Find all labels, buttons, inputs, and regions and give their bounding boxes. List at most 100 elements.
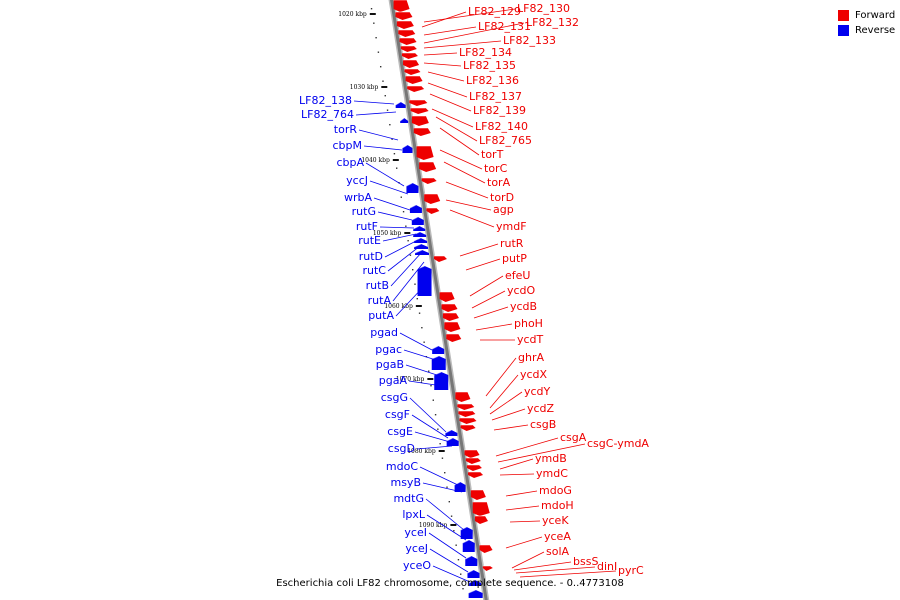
forward-gene-ycdZ[interactable]: ycdZ <box>491 402 555 421</box>
reverse-gene-mdtG[interactable]: mdtG <box>393 492 465 531</box>
reverse-gene-yceJ[interactable]: yceJ <box>405 542 469 573</box>
reverse-gene-pgaA[interactable]: pgaA <box>379 374 443 387</box>
reverse-gene-rutE[interactable]: rutE <box>358 233 417 247</box>
forward-gene-LF82_134[interactable]: LF82_134 <box>423 46 512 59</box>
gene-body <box>464 450 480 458</box>
label-leader <box>509 520 541 523</box>
reverse-gene-pgac[interactable]: pgac <box>375 343 437 361</box>
forward-gene-csgA[interactable]: csgA <box>495 431 587 457</box>
forward-gene-dinI[interactable]: dinI <box>515 560 617 574</box>
reverse-gene-arrow <box>409 204 422 213</box>
forward-gene-pyrC[interactable]: pyrC <box>519 564 644 578</box>
label-leader <box>429 93 472 112</box>
forward-gene-arrow <box>458 410 476 417</box>
gene-label: ycdY <box>524 385 551 398</box>
reverse-gene-arrow <box>411 216 424 225</box>
gene-highlight <box>399 117 405 122</box>
forward-gene-bssS[interactable]: bssS <box>513 555 598 571</box>
forward-gene-rutR[interactable]: rutR <box>459 237 524 257</box>
gene-highlight <box>462 539 469 544</box>
reverse-gene-msyB[interactable]: msyB <box>390 476 463 493</box>
forward-gene-yceK[interactable]: yceK <box>509 514 569 527</box>
forward-gene-LF82_135[interactable]: LF82_135 <box>423 59 516 72</box>
forward-gene-LF82_137[interactable]: LF82_137 <box>427 82 522 103</box>
forward-gene-torT[interactable]: torT <box>439 127 504 161</box>
forward-gene-LF82_140[interactable]: LF82_140 <box>431 108 528 133</box>
label-leader <box>423 8 516 23</box>
reverse-gene-torR[interactable]: torR <box>334 123 399 141</box>
reverse-gene-LF82_764[interactable]: LF82_764 <box>301 108 397 121</box>
reverse-gene-csgD[interactable]: csgD <box>388 442 453 455</box>
reverse-gene-rutD[interactable]: rutD <box>359 239 419 263</box>
reverse-gene-rutC[interactable]: rutC <box>363 245 421 277</box>
reverse-gene-putA[interactable]: putA <box>368 283 427 322</box>
reverse-gene-mdoC[interactable]: mdoC <box>386 460 461 487</box>
gene-body <box>409 100 428 106</box>
gene-label: yceO <box>403 559 431 572</box>
gene-label: torC <box>484 162 508 175</box>
forward-gene-csgB[interactable]: csgB <box>493 418 556 431</box>
forward-gene-LF82_139[interactable]: LF82_139 <box>429 93 526 117</box>
reverse-gene-rutA[interactable]: rutA <box>368 261 425 307</box>
reverse-gene-LF82_138[interactable]: LF82_138 <box>299 94 395 107</box>
forward-gene-LF82_765[interactable]: LF82_765 <box>435 116 532 147</box>
forward-gene-ycdY[interactable]: ycdY <box>489 385 551 415</box>
gene-label: msyB <box>390 476 421 489</box>
gene-label: pgad <box>370 326 398 339</box>
forward-gene-torD[interactable]: torD <box>445 181 514 204</box>
forward-gene-phoH[interactable]: phoH <box>475 317 543 331</box>
reverse-gene-csgG[interactable]: csgG <box>381 391 447 433</box>
forward-gene-ycdX[interactable]: ycdX <box>489 368 548 409</box>
reverse-gene-cbpA[interactable]: cbpA <box>336 156 405 187</box>
gene-body <box>405 76 423 84</box>
forward-gene-LF82_133[interactable]: LF82_133 <box>423 34 556 49</box>
forward-gene-ghrA[interactable]: ghrA <box>485 351 544 397</box>
reverse-gene-csgF[interactable]: csgF <box>385 408 449 439</box>
chromosome-backbone <box>390 0 488 600</box>
forward-gene-ymdF[interactable]: ymdF <box>449 209 527 233</box>
reverse-gene-rutF[interactable]: rutF <box>356 220 415 233</box>
forward-gene-LF82_130[interactable]: LF82_130 <box>423 2 570 23</box>
reverse-gene-yccJ[interactable]: yccJ <box>346 174 409 195</box>
gene-label: csgF <box>385 408 410 421</box>
forward-gene-LF82_131[interactable]: LF82_131 <box>423 20 531 36</box>
forward-gene-ycdO[interactable]: ycdO <box>471 284 536 309</box>
reverse-gene-pgaB[interactable]: pgaB <box>376 358 441 377</box>
forward-gene-ymdB[interactable]: ymdB <box>499 452 567 470</box>
reverse-gene-rutB[interactable]: rutB <box>366 251 423 292</box>
forward-gene-yceA[interactable]: yceA <box>505 530 571 549</box>
forward-gene-mdoH[interactable]: mdoH <box>505 499 574 512</box>
forward-gene-efeU[interactable]: efeU <box>469 269 530 297</box>
forward-gene-csgC-ymdA[interactable]: csgC-ymdA <box>497 437 649 463</box>
reverse-gene-pgad[interactable]: pgad <box>370 326 433 351</box>
forward-gene-ycdT[interactable]: ycdT <box>480 333 544 346</box>
reverse-gene-csgE[interactable]: csgE <box>387 425 451 443</box>
forward-gene-putP[interactable]: putP <box>465 252 527 271</box>
reverse-gene-rutG[interactable]: rutG <box>352 205 413 221</box>
gene-label: LF82_137 <box>469 90 522 103</box>
forward-gene-mdoG[interactable]: mdoG <box>505 484 572 497</box>
forward-gene-agp[interactable]: agp <box>445 199 514 216</box>
forward-gene-torA[interactable]: torA <box>443 161 511 189</box>
forward-gene-ycdB[interactable]: ycdB <box>473 300 537 319</box>
reverse-gene-lpxL[interactable]: lpxL <box>402 508 467 541</box>
gene-body <box>401 53 418 59</box>
forward-gene-solA[interactable]: solA <box>511 545 570 569</box>
gene-body <box>457 404 475 410</box>
gene-body <box>409 205 422 213</box>
forward-gene-LF82_132[interactable]: LF82_132 <box>423 16 579 44</box>
reverse-gene-yceI[interactable]: yceI <box>404 526 467 559</box>
reverse-gene-yceO[interactable]: yceO <box>403 559 471 583</box>
forward-gene-LF82_136[interactable]: LF82_136 <box>427 71 519 87</box>
gene-label: ycdT <box>517 333 544 346</box>
label-leader <box>379 226 415 229</box>
forward-gene-ymdC[interactable]: ymdC <box>499 467 568 480</box>
forward-gene-torC[interactable]: torC <box>439 149 508 175</box>
forward-gene-arrow <box>404 68 421 75</box>
label-leader <box>422 482 463 493</box>
gene-body <box>426 208 440 214</box>
gene-highlight <box>414 249 423 254</box>
reverse-gene-cbpM[interactable]: cbpM <box>332 139 403 152</box>
reverse-gene-wrbA[interactable]: wrbA <box>344 191 411 211</box>
gene-highlight <box>467 569 474 574</box>
